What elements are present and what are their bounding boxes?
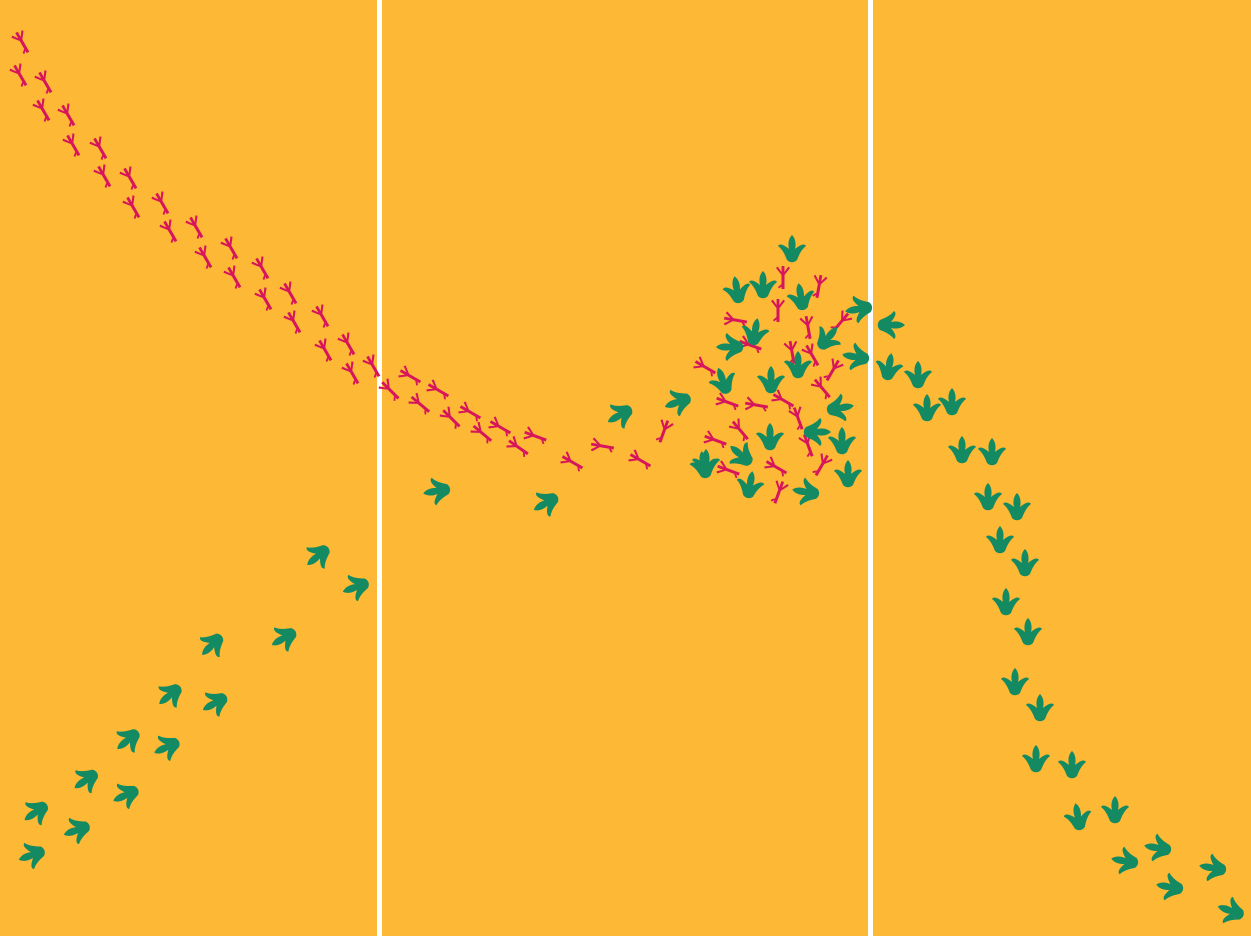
panel-divider-right xyxy=(868,0,873,936)
panel-divider-left xyxy=(377,0,382,936)
